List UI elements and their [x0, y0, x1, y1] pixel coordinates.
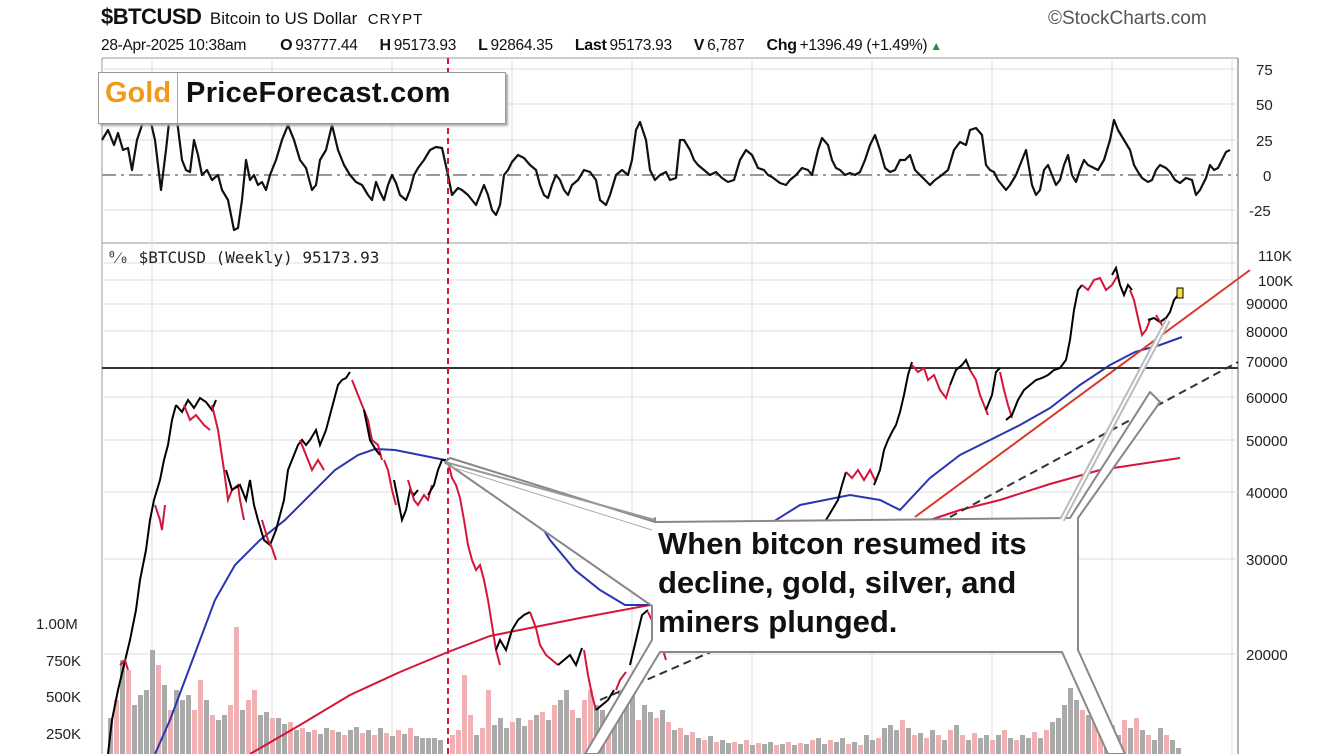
price-axis: 110K 100K 90000 80000 70000 60000 50000 4000… — [1246, 248, 1293, 664]
high-label: H — [379, 37, 392, 54]
price-legend-text: $BTCUSD (Weekly) 95173.93 — [138, 248, 380, 267]
watermark-gold: Gold — [99, 73, 179, 123]
svg-text:250K: 250K — [46, 726, 81, 743]
low-label: L — [478, 37, 488, 54]
open-value: 93777.44 — [295, 37, 358, 54]
svg-text:90000: 90000 — [1246, 296, 1288, 313]
annotation-text: When bitcon resumed its decline, gold, s… — [658, 526, 1027, 639]
svg-text:1.00M: 1.00M — [36, 616, 78, 633]
watermark-site: PriceForecast.com — [186, 77, 451, 109]
support-trendline — [914, 269, 1251, 518]
change-label: Chg — [766, 37, 797, 54]
svg-text:0: 0 — [1263, 168, 1271, 185]
svg-text:750K: 750K — [46, 653, 81, 670]
open-label: O — [280, 37, 293, 54]
dashed-trendline-upper — [949, 361, 1239, 518]
symbol-description: Bitcoin to US Dollar — [209, 9, 358, 28]
svg-text:80000: 80000 — [1246, 324, 1288, 341]
brand-link[interactable]: ©StockCharts.com — [1048, 8, 1207, 29]
quote-bar: 28-Apr-2025 10:38am O 93777.44 H 95173.93 … — [101, 37, 942, 55]
last-label: Last — [574, 37, 607, 54]
svg-text:100K: 100K — [1258, 273, 1293, 290]
svg-text:20000: 20000 — [1246, 647, 1288, 664]
svg-text:500K: 500K — [46, 689, 81, 706]
svg-text:40000: 40000 — [1246, 485, 1288, 502]
volume-value: 6,787 — [707, 37, 745, 54]
svg-text:75: 75 — [1256, 62, 1273, 79]
legend-icon: ⁰⁄₀ — [107, 248, 139, 267]
oscillator-axis: 75 50 25 0 -25 — [1249, 62, 1273, 220]
watermark-logo: Gold PriceForecast.com — [98, 72, 506, 124]
date-time: 28-Apr-2025 10:38am — [101, 37, 247, 54]
short-moving-average — [154, 336, 1183, 754]
triangle-up-icon: ▲ — [930, 39, 942, 53]
price-legend: ⁰⁄₀ $BTCUSD (Weekly) 95173.93 — [107, 248, 379, 268]
low-value: 92864.35 — [490, 37, 554, 54]
svg-text:70000: 70000 — [1246, 354, 1288, 371]
oscillator-line — [101, 93, 1231, 232]
svg-text:-25: -25 — [1249, 203, 1271, 220]
volume-label: V — [693, 37, 705, 54]
exchange: CRYPT — [367, 11, 424, 28]
svg-text:30000: 30000 — [1246, 552, 1288, 569]
svg-text:50: 50 — [1256, 97, 1273, 114]
chart-title: $BTCUSD Bitcoin to US Dollar CRYPT — [101, 4, 423, 30]
dashed-trendline-lower — [599, 647, 721, 701]
volume-axis: 1.00M 750K 500K 250K — [36, 616, 81, 743]
svg-text:60000: 60000 — [1246, 390, 1288, 407]
svg-text:110K: 110K — [1258, 248, 1292, 265]
symbol: $BTCUSD — [101, 4, 202, 29]
svg-text:50000: 50000 — [1246, 433, 1288, 450]
latest-bar — [1176, 287, 1184, 299]
svg-text:25: 25 — [1256, 133, 1273, 150]
change-value: +1396.49 (+1.49%) — [799, 37, 928, 54]
last-value: 95173.93 — [609, 37, 673, 54]
high-value: 95173.93 — [393, 37, 457, 54]
